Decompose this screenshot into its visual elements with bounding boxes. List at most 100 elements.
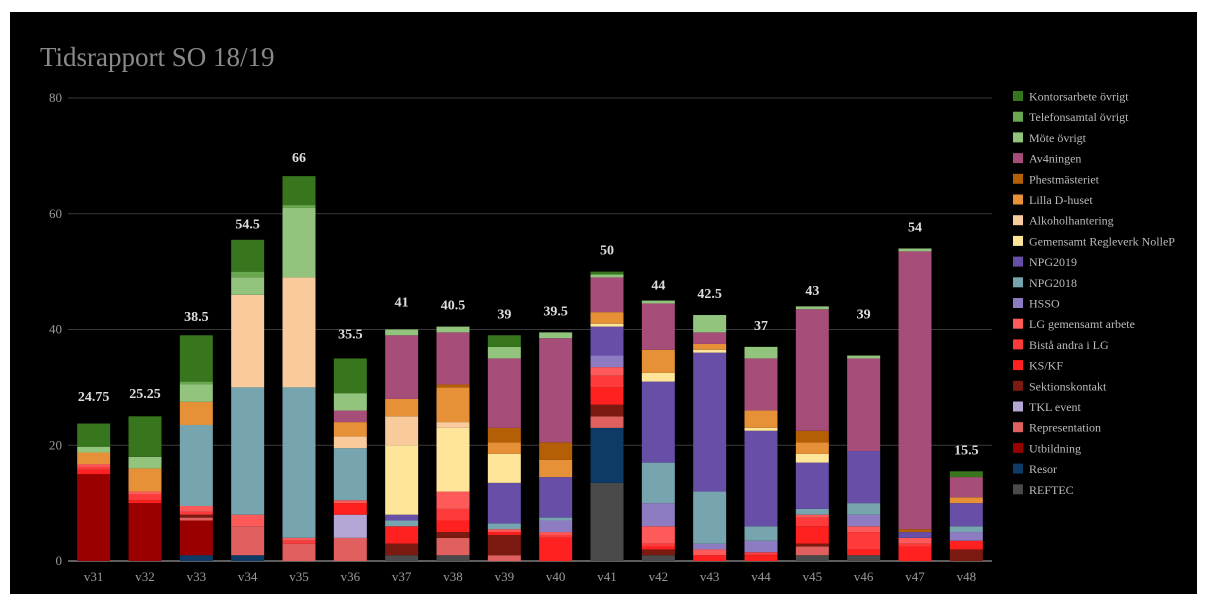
bar-segment [487, 523, 521, 530]
bar-segment [231, 277, 265, 295]
bar-stacks [77, 176, 983, 561]
bar-segment [949, 532, 983, 541]
bar-segment [179, 514, 213, 518]
bar-segment [949, 526, 983, 533]
bar-segment [282, 176, 316, 206]
bar-segment [744, 526, 778, 541]
bar-segment [487, 335, 521, 347]
bar-segment [128, 500, 162, 504]
x-tick-label: v36 [341, 569, 361, 584]
bar-segment [333, 436, 367, 449]
bar-segment [333, 422, 367, 437]
bar-segment [693, 315, 727, 333]
bar-segment [179, 424, 213, 507]
legend-swatch [1013, 484, 1023, 495]
x-tick-label: v37 [392, 569, 412, 584]
bar-segment [898, 248, 932, 252]
bar-segment [128, 491, 162, 495]
bar-segment [795, 514, 829, 518]
bar-segment [487, 442, 521, 454]
bar-segment [641, 503, 675, 527]
legend-swatch [1013, 215, 1023, 226]
bar-total-label: 54.5 [235, 218, 260, 233]
bar-total-label: 50 [600, 244, 614, 259]
bar-segment [231, 239, 265, 272]
bar-segment [77, 466, 111, 470]
legend-label: KS/KF [1029, 359, 1063, 373]
bar-segment [847, 451, 881, 504]
bar-segment [539, 532, 573, 535]
bar-segment [949, 549, 983, 561]
bar-segment [693, 549, 727, 556]
bar-segment [333, 514, 367, 538]
chart-title: Tidsrapport SO 18/19 [40, 42, 275, 72]
bar-segment [539, 477, 573, 518]
bar-segment [231, 387, 265, 515]
bar-segment [795, 517, 829, 527]
bar-segment [436, 532, 470, 538]
legend: Kontorsarbete övrigt Telefonsamtal övrigt… [1013, 90, 1175, 497]
bar-segment [847, 549, 881, 556]
bar-segment [641, 546, 675, 550]
bar-segment [333, 410, 367, 423]
legend-label: Lilla D-huset [1029, 193, 1093, 207]
bar-segment [385, 416, 419, 446]
bar-segment [385, 445, 419, 515]
bar-segment [949, 471, 983, 478]
legend-label: HSSO [1029, 297, 1060, 311]
bar-segment [333, 537, 367, 561]
bar-segment [641, 462, 675, 504]
bar-segment [898, 543, 932, 547]
bar-segment [333, 503, 367, 515]
legend-swatch [1013, 360, 1023, 371]
bar-segment [847, 532, 881, 550]
x-tick-label: v46 [854, 569, 874, 584]
bar-segment [949, 503, 983, 527]
bar-segment [744, 430, 778, 527]
bar-segment [487, 427, 521, 443]
bar-segment [898, 546, 932, 561]
bar-segment [487, 482, 521, 524]
bar-segment [641, 549, 675, 556]
legend-swatch [1013, 442, 1023, 453]
bar-segment [179, 381, 213, 385]
legend-swatch [1013, 380, 1023, 391]
bar-segment [282, 387, 316, 538]
legend-label: LG gemensamt arbete [1029, 317, 1135, 331]
bar-segment [77, 474, 111, 561]
bar-segment [77, 452, 111, 465]
bar-segment [795, 309, 829, 431]
bar-segment [590, 375, 624, 388]
bar-segment [949, 477, 983, 498]
bar-segment [333, 393, 367, 411]
bar-segment [385, 555, 419, 561]
legend-label: Möte övrigt [1029, 131, 1087, 145]
x-tick-label: v32 [135, 569, 155, 584]
bar-segment [693, 343, 727, 350]
bar-segment [539, 534, 573, 538]
x-tick-label: v38 [443, 569, 463, 584]
bar-segment [487, 346, 521, 359]
bar-total-label: 37 [754, 319, 768, 334]
bar-segment [590, 482, 624, 561]
bar-segment [436, 520, 470, 533]
bar-segment [795, 508, 829, 515]
legend-label: Alkoholhantering [1029, 214, 1114, 228]
bar-segment [436, 427, 470, 492]
bar-segment [539, 338, 573, 443]
bar-segment [641, 543, 675, 547]
legend-label: Sektionskontakt [1029, 379, 1107, 393]
bar-segment [436, 491, 470, 509]
bar-segment [333, 500, 367, 504]
legend-label: TKL event [1029, 400, 1082, 414]
bar-total-label: 39.5 [543, 304, 568, 319]
bar-segment [641, 300, 675, 304]
bar-segment [487, 555, 521, 561]
bar-segment [795, 430, 829, 443]
legend-swatch [1013, 401, 1023, 412]
x-tick-label: v48 [957, 569, 977, 584]
bar-segment [282, 207, 316, 278]
y-tick-label: 0 [56, 553, 63, 568]
bar-total-label: 54 [908, 220, 922, 235]
bar-segment [128, 503, 162, 561]
